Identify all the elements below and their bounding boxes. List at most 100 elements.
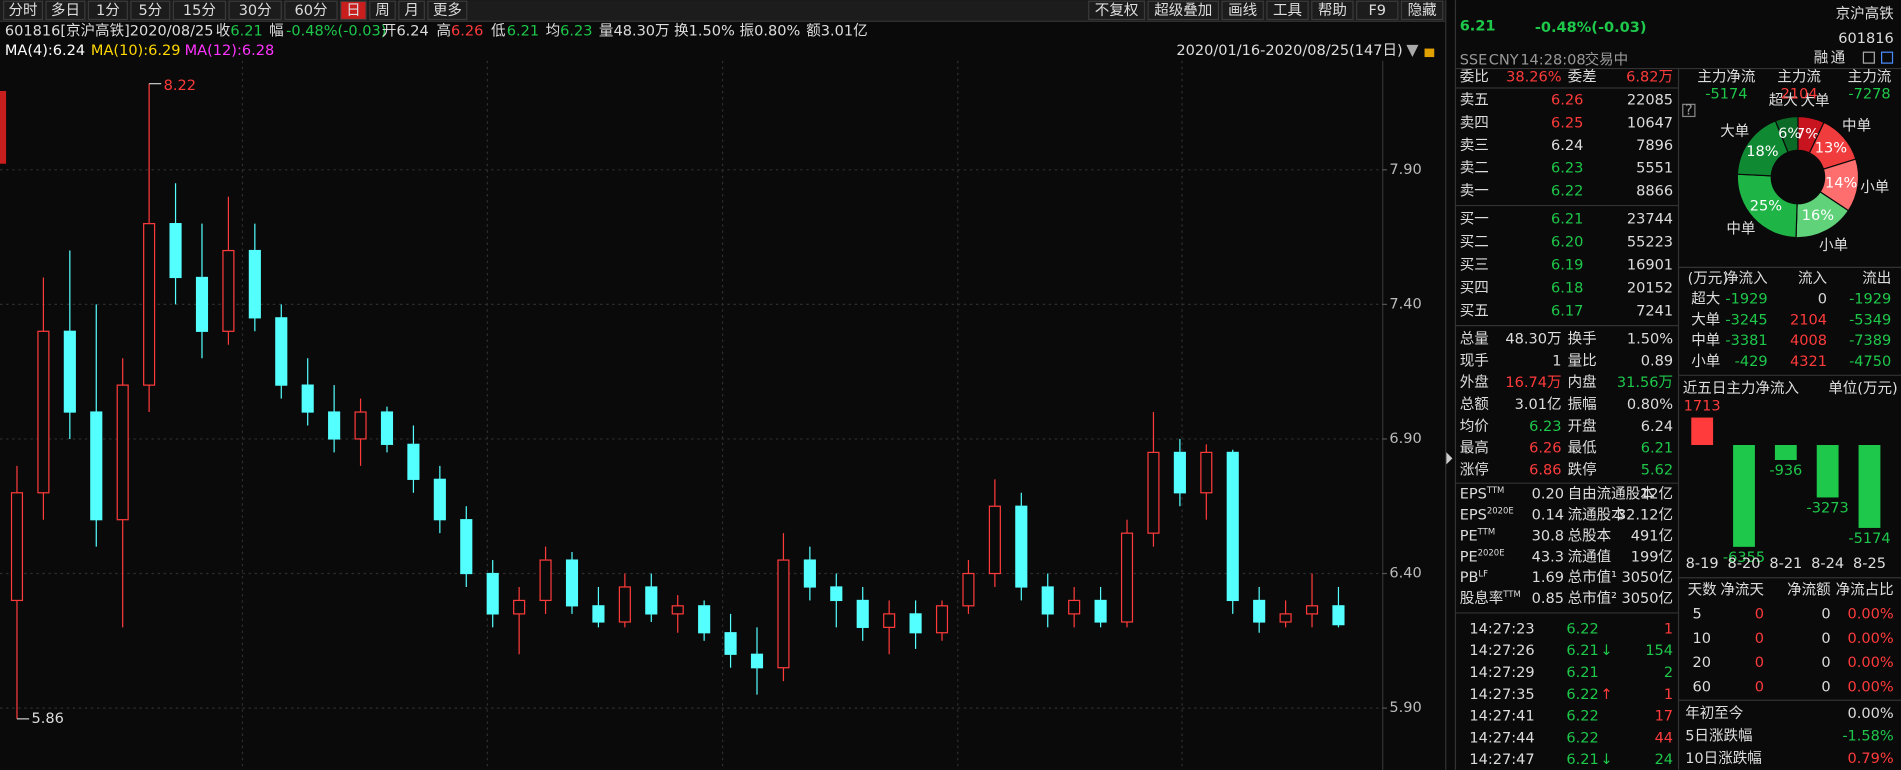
tab[interactable] [3, 0, 44, 21]
low-marker-label: 5.86 [32, 711, 64, 727]
fundamental-value: 12亿 [1640, 486, 1673, 503]
icon[interactable] [1880, 51, 1894, 64]
bar-category: 8-20 [1728, 556, 1761, 572]
menu-button[interactable] [1221, 0, 1264, 21]
help-box[interactable] [1682, 103, 1696, 118]
menu-label[interactable]: 不复权 [1095, 1, 1139, 19]
tab-label[interactable]: 15分 [183, 2, 216, 19]
tab[interactable] [369, 0, 396, 21]
book-price: 6.19 [1551, 258, 1583, 274]
collapse-arrow[interactable] [1446, 452, 1453, 465]
candle-body [935, 605, 949, 634]
menu-label[interactable]: 超级叠加 [1154, 2, 1212, 19]
tab-label[interactable]: 月 [404, 3, 419, 19]
menu-label[interactable]: 帮助 [1318, 2, 1347, 19]
book-price: 6.23 [1551, 161, 1583, 177]
candle-body [592, 605, 605, 623]
info-item: 6.21 [230, 24, 262, 40]
candle-body [565, 559, 579, 607]
bar-title: 近五日主力净流入 [1683, 380, 1799, 397]
flow-value: 2104 [1781, 87, 1818, 103]
pie-value-label: 16% [1802, 208, 1834, 224]
candle-body [1173, 451, 1186, 494]
tab[interactable] [130, 0, 171, 21]
candle-body [962, 572, 975, 607]
info-item: 0.80% [754, 24, 800, 40]
fundamental-value: 43.3 [1532, 549, 1564, 565]
bar-value-label: -3273 [1807, 500, 1849, 516]
tab-label[interactable]: 日 [346, 3, 361, 19]
trade-price: 6.21 [1566, 752, 1598, 768]
range-dropdown[interactable] [1406, 44, 1419, 58]
label-sup: TTM [1477, 526, 1496, 536]
menu-label[interactable]: 工具 [1273, 3, 1302, 19]
stat-value: 48.30万 [1505, 332, 1561, 348]
bar [1691, 417, 1714, 446]
y-tick-label: 6.90 [1389, 431, 1421, 447]
book-label: 卖四 [1460, 114, 1489, 131]
info-item: 601816[京沪高铁] [5, 23, 130, 40]
candle-body [195, 276, 209, 332]
tab[interactable] [228, 0, 282, 21]
lock-icon[interactable] [1424, 48, 1435, 58]
tab-label[interactable]: 更多 [433, 2, 462, 19]
tab-label[interactable]: 1分 [96, 2, 120, 19]
fundamental-label: 股息率TTM [1460, 589, 1521, 607]
tab[interactable] [427, 0, 468, 21]
trade-time: 14:27:26 [1469, 643, 1534, 659]
menu-label[interactable]: 隐藏 [1408, 2, 1438, 19]
stat-value: 3.01亿 [1515, 396, 1562, 413]
menu-button[interactable] [1088, 0, 1146, 21]
menu-label[interactable]: 画线 [1228, 2, 1257, 19]
stat-label: 最低 [1568, 440, 1598, 457]
candle-body [1305, 605, 1319, 615]
label-sup: TTM [1502, 589, 1521, 599]
quote-meta: SSE [1460, 53, 1488, 69]
fundamental-value: 0.85 [1532, 591, 1564, 607]
trade-time: 14:27:29 [1469, 665, 1534, 681]
candle-body [1094, 599, 1107, 623]
label: 委比 [1460, 69, 1489, 86]
menu-button[interactable] [1311, 0, 1354, 21]
table-header: (万元) [1688, 271, 1728, 287]
tab-label[interactable]: 分时 [9, 2, 38, 19]
tab-label[interactable]: 周 [375, 2, 390, 19]
table-cell: 0.00% [1848, 631, 1894, 647]
menu-button[interactable] [1147, 0, 1220, 21]
bar-value-label: -5174 [1848, 531, 1890, 547]
table-cell: -1929 [1725, 292, 1767, 308]
tab-label[interactable]: 多日 [51, 2, 80, 19]
tab-label[interactable]: 5分 [138, 2, 162, 19]
candle-body [1279, 613, 1292, 623]
menu-button[interactable] [1266, 0, 1309, 21]
tab[interactable] [45, 0, 86, 21]
tab-label[interactable]: 60分 [294, 2, 327, 19]
trade-price: 6.21 [1566, 665, 1598, 681]
tab[interactable] [398, 0, 425, 21]
candle-body [698, 605, 711, 634]
menu-button[interactable] [1356, 0, 1399, 21]
table-header: 净流占比 [1836, 581, 1894, 598]
label-sup: 2020E [1487, 505, 1514, 515]
info-item: 6.21 [507, 24, 539, 40]
pie-label: 大单 [1801, 92, 1830, 109]
book-volume: 16901 [1627, 258, 1673, 274]
badge: 通 [1831, 49, 1846, 66]
icon[interactable] [1862, 51, 1875, 64]
candle-body [222, 249, 235, 332]
last-price: 6.21 [1460, 19, 1496, 35]
tab[interactable] [284, 0, 338, 21]
tab[interactable] [340, 0, 367, 21]
candle-body [116, 384, 129, 521]
tab[interactable] [172, 0, 227, 21]
book-price: 6.22 [1551, 183, 1583, 199]
candle-body [1332, 605, 1345, 626]
tab[interactable] [87, 0, 128, 21]
menu-button[interactable] [1400, 0, 1444, 21]
menu-label[interactable]: F9 [1368, 3, 1386, 19]
table-cell: 0.00% [1848, 679, 1894, 695]
tab-label[interactable]: 30分 [239, 2, 272, 19]
table-cell: 0 [1755, 655, 1764, 671]
stat-value: 6.23 [1529, 419, 1561, 435]
